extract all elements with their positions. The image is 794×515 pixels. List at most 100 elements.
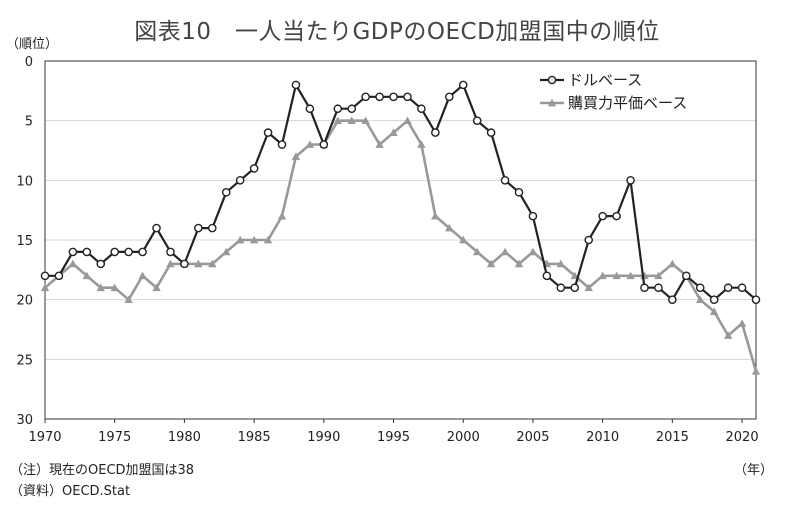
data-point — [640, 283, 649, 293]
data-point — [654, 271, 663, 280]
data-point — [194, 223, 203, 233]
y-tick-label: 15 — [16, 234, 33, 249]
data-point — [40, 283, 50, 292]
data-point — [486, 128, 496, 137]
source-note: （資料）OECD.Stat — [10, 484, 131, 499]
data-point — [333, 116, 342, 125]
data-point — [235, 235, 245, 244]
gridlines — [45, 120, 756, 360]
data-point — [96, 283, 105, 292]
data-point — [82, 247, 92, 257]
data-point — [403, 116, 412, 125]
data-point — [542, 271, 552, 281]
y-tick-label: 20 — [16, 294, 33, 309]
data-point — [277, 140, 287, 149]
x-tick-label: 2005 — [516, 430, 549, 445]
data-point — [110, 247, 120, 257]
footnote: （注）現在のOECD加盟国は38 — [10, 463, 195, 478]
data-point — [668, 295, 677, 304]
legend-marker — [547, 98, 557, 107]
chart-title: 図表10 一人当たりGDPのOECD加盟国中の順位 — [134, 19, 660, 45]
data-point — [514, 187, 524, 197]
data-point — [347, 116, 356, 125]
data-point — [389, 92, 398, 102]
y-tick-label: 10 — [16, 174, 33, 189]
y-axis-unit-label: （順位） — [6, 37, 59, 52]
data-point — [249, 235, 259, 244]
series-line — [45, 83, 757, 301]
data-point — [654, 283, 663, 293]
data-point — [459, 235, 468, 244]
data-point — [431, 211, 440, 220]
data-point — [514, 259, 524, 268]
data-point — [375, 140, 384, 148]
data-point — [417, 104, 426, 114]
data-point — [375, 92, 384, 102]
y-tick-label: 0 — [25, 55, 33, 70]
data-point — [180, 259, 189, 269]
y-tick-label: 5 — [25, 115, 33, 130]
data-point — [124, 295, 133, 304]
series-line — [44, 119, 758, 372]
data-point — [319, 140, 329, 149]
data-point — [737, 319, 747, 327]
data-point — [361, 116, 370, 125]
data-point — [612, 211, 621, 221]
data-point — [431, 128, 440, 137]
data-point — [235, 176, 245, 185]
data-point — [361, 92, 370, 102]
data-point — [403, 92, 412, 102]
data-point — [612, 271, 621, 280]
data-point — [389, 128, 398, 136]
x-tick-label: 1985 — [238, 430, 271, 445]
data-point — [96, 259, 106, 269]
data-point — [445, 223, 454, 232]
x-tick-label: 1970 — [28, 430, 61, 445]
data-point — [584, 235, 594, 245]
data-point — [291, 152, 301, 160]
data-point — [681, 271, 691, 281]
legend-label: 購買力平価ベース — [568, 94, 687, 112]
data-point — [737, 283, 747, 293]
data-point — [500, 176, 510, 185]
x-tick-label: 1990 — [307, 430, 340, 445]
legend-label: ドルベース — [568, 71, 642, 89]
data-point — [723, 283, 733, 293]
data-point — [598, 271, 607, 280]
data-point — [626, 176, 635, 185]
data-point — [751, 295, 761, 304]
data-point — [110, 283, 119, 292]
data-point — [668, 259, 677, 268]
x-tick-label: 1995 — [377, 430, 410, 445]
y-tick-label: 25 — [16, 353, 33, 368]
data-point — [82, 271, 92, 280]
data-point — [556, 259, 566, 268]
data-point — [417, 140, 426, 148]
data-point — [709, 307, 719, 315]
data-point — [263, 235, 273, 244]
data-point — [723, 331, 733, 339]
data-series — [40, 80, 761, 375]
data-point — [444, 92, 454, 102]
data-point — [194, 259, 203, 268]
x-tick-label: 2020 — [726, 430, 759, 445]
data-point — [626, 271, 635, 280]
data-point — [598, 211, 607, 221]
data-point — [347, 104, 357, 114]
legend-marker — [547, 75, 557, 85]
data-point — [695, 283, 705, 293]
data-point — [500, 247, 510, 256]
data-point — [68, 259, 78, 268]
data-point — [124, 247, 133, 257]
data-point — [68, 247, 78, 257]
x-tick-label: 2000 — [447, 430, 480, 445]
data-point — [152, 223, 161, 233]
x-tick-label: 1980 — [168, 430, 201, 445]
data-point — [138, 271, 147, 280]
data-point — [263, 128, 273, 137]
data-point — [458, 80, 468, 90]
data-point — [709, 295, 719, 304]
data-point — [528, 211, 538, 221]
data-point — [166, 259, 175, 268]
